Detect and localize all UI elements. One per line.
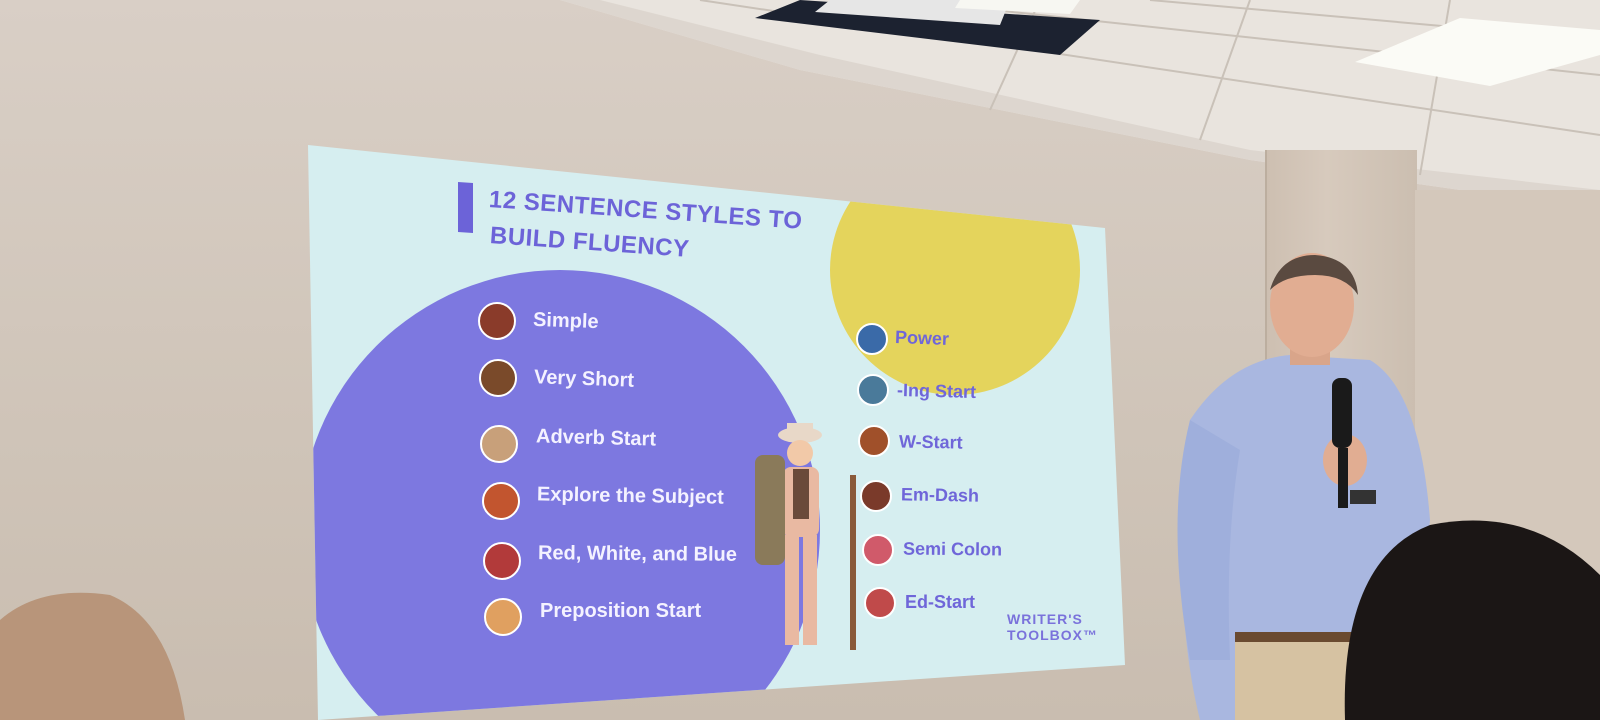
avatar-icon xyxy=(856,323,888,355)
avatar-icon xyxy=(483,542,521,580)
avatar-icon xyxy=(479,359,517,397)
avatar-icon xyxy=(480,425,518,463)
avatar-icon xyxy=(478,302,516,340)
avatar-icon xyxy=(862,534,894,566)
avatar-icon xyxy=(864,587,896,619)
style-item-ed-start: Ed-Start xyxy=(905,592,976,612)
avatar-icon xyxy=(484,598,522,636)
avatar-icon xyxy=(482,482,520,520)
avatar-icon xyxy=(857,374,889,406)
audience-head-left xyxy=(0,592,185,720)
avatar-icon xyxy=(858,425,890,457)
ceiling-light xyxy=(1355,18,1600,86)
ceiling xyxy=(0,0,1600,210)
avatar-icon xyxy=(860,480,892,512)
brand-logo-line1: WRITER'S xyxy=(1007,611,1083,627)
brand-logo-line2: TOOLBOX™ xyxy=(1007,627,1098,643)
audience-head-right xyxy=(1344,520,1600,720)
style-item-preposition-start: Preposition Start xyxy=(540,600,702,622)
